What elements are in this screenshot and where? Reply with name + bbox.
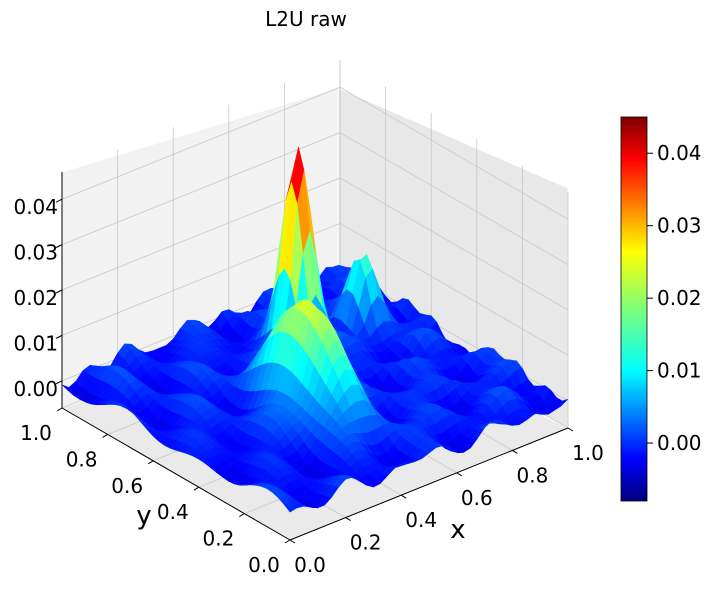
surface-cell <box>283 501 298 513</box>
x-tick-label: 0.8 <box>516 463 548 487</box>
y-tick-mark <box>193 486 200 491</box>
colorbar-tick-label: 0.01 <box>657 359 702 383</box>
y-tick-label: 0.8 <box>66 447 98 471</box>
x-axis-label: x <box>450 515 465 545</box>
z-tick-label: 0.04 <box>13 195 58 219</box>
z-tick-mark <box>55 380 63 385</box>
x-tick-mark <box>400 494 407 499</box>
x-tick-mark <box>289 539 296 544</box>
y-tick-mark <box>102 433 108 438</box>
y-axis-line <box>61 407 291 541</box>
y-tick-mark <box>239 513 245 518</box>
z-tick-label: 0.00 <box>13 377 58 401</box>
x-ticks: 0.0 0.2 0.4 0.6 0.8 1.0 <box>289 427 604 577</box>
x-tick-mark <box>567 427 574 432</box>
z-tick-mark <box>55 334 63 339</box>
z-ticks: 0.00 0.01 0.02 0.03 0.04 <box>13 195 63 401</box>
colorbar-tick-label: 0.04 <box>657 141 702 165</box>
x-axis-line <box>289 427 569 541</box>
x-tick-label: 0.4 <box>405 508 437 532</box>
z-tick-label: 0.01 <box>13 331 58 355</box>
y-tick-mark <box>284 539 291 544</box>
x-tick-label: 0.0 <box>294 553 326 577</box>
z-tick-mark <box>55 198 63 203</box>
z-tick-label: 0.03 <box>13 241 58 265</box>
colorbar-ticks: 0.00 0.01 0.02 0.03 0.04 <box>647 141 702 455</box>
y-tick-label: 0.6 <box>111 474 143 498</box>
y-tick-mark <box>147 460 154 465</box>
y-tick-label: 1.0 <box>20 421 52 445</box>
colorbar <box>620 116 648 502</box>
colorbar-tick-label: 0.02 <box>657 286 702 310</box>
x-tick-mark <box>456 472 463 477</box>
z-tick-mark <box>55 289 63 294</box>
y-tick-label: 0.2 <box>202 527 234 551</box>
x-tick-label: 0.6 <box>461 486 493 510</box>
x-tick-label: 1.0 <box>572 441 604 465</box>
y-ticks: 0.0 0.2 0.4 0.6 0.8 1.0 <box>20 407 291 577</box>
x-tick-mark <box>512 449 518 454</box>
y-tick-label: 0.4 <box>157 500 189 524</box>
y-axis-label: y <box>136 501 151 531</box>
y-tick-mark <box>56 407 63 412</box>
x-tick-label: 0.2 <box>350 531 382 555</box>
x-tick-mark <box>345 517 351 522</box>
colorbar-tick-label: 0.00 <box>657 431 702 455</box>
chart-title: L2U raw <box>265 7 347 31</box>
y-tick-label: 0.0 <box>248 553 280 577</box>
z-tick-mark <box>55 244 63 249</box>
surface-mesh <box>61 147 569 513</box>
z-tick-label: 0.02 <box>13 286 58 310</box>
colorbar-tick-label: 0.03 <box>657 214 702 238</box>
